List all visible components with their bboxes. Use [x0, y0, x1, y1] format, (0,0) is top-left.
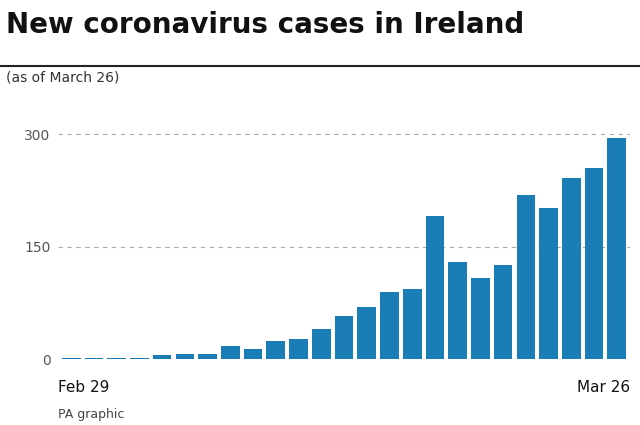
- Text: PA graphic: PA graphic: [58, 408, 124, 421]
- Bar: [471, 278, 490, 359]
- Bar: [357, 307, 376, 359]
- Text: New coronavirus cases in Ireland: New coronavirus cases in Ireland: [6, 11, 525, 39]
- Bar: [562, 178, 580, 359]
- Bar: [380, 292, 399, 359]
- Bar: [244, 349, 262, 359]
- Bar: [312, 329, 331, 359]
- Bar: [153, 354, 172, 359]
- Bar: [335, 316, 353, 359]
- Bar: [585, 168, 604, 359]
- Bar: [449, 262, 467, 359]
- Bar: [494, 265, 513, 359]
- Bar: [175, 354, 194, 359]
- Bar: [266, 341, 285, 359]
- Bar: [403, 289, 422, 359]
- Bar: [62, 358, 81, 359]
- Bar: [198, 354, 217, 359]
- Bar: [426, 216, 444, 359]
- Bar: [84, 358, 103, 359]
- Text: Mar 26: Mar 26: [577, 380, 630, 395]
- Bar: [516, 195, 535, 359]
- Bar: [289, 339, 308, 359]
- Bar: [130, 357, 148, 359]
- Bar: [221, 346, 239, 359]
- Bar: [607, 138, 626, 359]
- Text: Feb 29: Feb 29: [58, 380, 109, 395]
- Text: (as of March 26): (as of March 26): [6, 70, 120, 84]
- Bar: [108, 358, 126, 359]
- Bar: [540, 208, 558, 359]
